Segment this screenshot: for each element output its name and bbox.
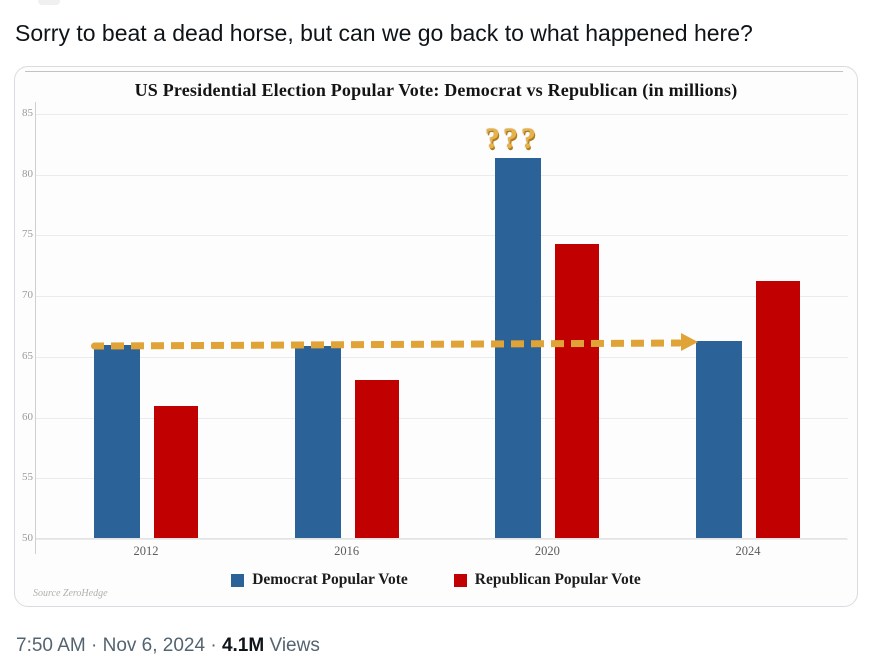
tweet-timestamp: 7:50 AM · Nov 6, 2024 · [16,635,217,656]
legend-label-democrat: Democrat Popular Vote [252,571,408,588]
arrow-head-icon [681,333,698,351]
gridline-75 [36,235,848,237]
gridline-85 [36,114,848,115]
chart-frame-top-line [25,71,843,72]
bar-democrat-2020 [495,157,542,538]
tweet-media-chart-image[interactable]: US Presidential Election Popular Vote: D… [14,66,858,607]
source-attribution: Source ZeroHedge [33,588,108,599]
bar-group-2024 [693,114,803,538]
plot-area: ??? 2012 2016 2020 2024 [35,102,848,558]
bar-republican-2012 [154,405,198,538]
legend-label-republican: Republican Popular Vote [474,571,641,588]
bar-republican-2016 [354,380,399,538]
y-tick-label-70: 70 [22,289,33,302]
question-marks-annotation: ??? [485,122,539,155]
x-tick-label-2016: 2016 [334,544,360,558]
y-tick-label-50: 50 [22,532,33,544]
views-count: 4.1M [221,635,265,656]
y-tick-label-60: 60 [22,410,33,423]
y-tick-label-85: 85 [22,107,33,119]
tweet-meta-row: 7:50 AM · Nov 6, 2024 · 4.1M Views [16,635,320,657]
gridline-70 [36,296,848,298]
legend-item-republican: Republican Popular Vote [453,571,641,589]
views-label: Views [269,635,320,656]
gridline-80 [36,174,848,176]
gridline-50 [36,539,848,540]
gridline-60 [36,417,848,419]
bar-democrat-2024 [696,341,742,538]
x-tick-label-2020: 2020 [534,544,560,558]
y-tick-label-75: 75 [22,228,33,241]
bar-republican-2024 [756,280,800,538]
cropped-avatar-remnant [38,0,60,5]
y-axis-labels: 50 55 60 65 70 75 80 85 [15,107,33,544]
chart-legend: Democrat Popular Vote Republican Popular… [15,571,857,589]
bar-democrat-2016 [294,346,341,538]
y-tick-label-65: 65 [22,349,33,362]
y-tick-label-55: 55 [22,471,33,484]
bar-group-2016 [292,114,402,538]
bar-group-2012 [91,114,201,538]
gridline-65 [36,356,848,358]
tweet-text: Sorry to beat a dead horse, but can we g… [15,20,753,46]
bar-democrat-2012 [94,344,140,538]
legend-swatch-republican [453,573,467,587]
bar-republican-2020 [555,244,600,538]
y-axis-line [35,102,36,554]
chart-title: US Presidential Election Popular Vote: D… [134,80,738,100]
x-tick-label-2024: 2024 [735,544,761,558]
bar-group-2020 [492,114,602,538]
y-tick-label-80: 80 [22,167,33,180]
legend-swatch-democrat [231,573,245,587]
legend-item-democrat: Democrat Popular Vote [231,571,408,589]
gridline-55 [36,478,848,480]
x-tick-label-2012: 2012 [133,544,159,558]
